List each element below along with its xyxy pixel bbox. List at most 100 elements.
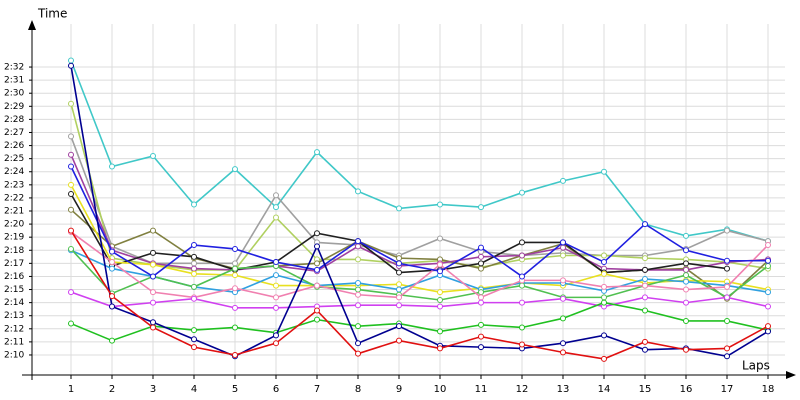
point — [396, 260, 402, 267]
point — [642, 276, 648, 283]
point — [191, 336, 197, 343]
point — [191, 295, 197, 302]
point — [478, 299, 484, 306]
point — [437, 328, 443, 335]
point — [601, 270, 607, 277]
point — [724, 257, 730, 264]
point — [396, 323, 402, 330]
point — [519, 324, 525, 331]
x-tick-label: 6 — [273, 384, 279, 395]
x-tick-label: 14 — [598, 384, 611, 395]
point — [191, 265, 197, 272]
y-tick-label: 2:10 — [4, 350, 24, 360]
y-tick-label: 2:12 — [4, 324, 24, 334]
point — [396, 294, 402, 301]
x-tick-label: 2 — [109, 384, 115, 395]
point — [601, 283, 607, 290]
point — [478, 289, 484, 296]
point — [273, 340, 279, 347]
point — [601, 355, 607, 362]
point — [560, 177, 566, 184]
point — [68, 151, 74, 158]
point — [396, 337, 402, 344]
y-tick-label: 2:30 — [4, 89, 24, 99]
point — [273, 272, 279, 279]
series-line — [70, 136, 769, 265]
point — [642, 221, 648, 228]
point — [396, 286, 402, 293]
point — [437, 345, 443, 352]
point — [601, 252, 607, 259]
point — [437, 261, 443, 268]
point — [273, 332, 279, 339]
point — [68, 100, 74, 107]
point — [642, 282, 648, 289]
point — [68, 62, 74, 69]
point — [642, 255, 648, 262]
point — [273, 192, 279, 199]
point — [273, 294, 279, 301]
point — [68, 206, 74, 213]
y-tick-label: 2:13 — [4, 311, 24, 321]
point — [355, 243, 361, 250]
point — [519, 252, 525, 259]
point — [314, 316, 320, 323]
point — [191, 327, 197, 334]
series-line — [70, 184, 769, 293]
y-tick-label: 2:22 — [4, 193, 24, 203]
point — [191, 283, 197, 290]
series-line — [70, 230, 769, 360]
x-axis-arrow — [786, 371, 796, 379]
series-line — [70, 291, 769, 309]
point — [765, 257, 771, 264]
point — [478, 294, 484, 301]
x-tick-label: 9 — [396, 384, 402, 395]
point — [560, 239, 566, 246]
series-line — [70, 301, 769, 342]
y-tick-label: 2:24 — [4, 167, 24, 177]
point — [396, 281, 402, 288]
point — [437, 235, 443, 242]
point — [396, 255, 402, 262]
point — [765, 262, 771, 269]
point — [560, 295, 566, 302]
point — [355, 256, 361, 263]
y-tick-label: 2:11 — [4, 337, 24, 347]
point — [68, 181, 74, 188]
point — [560, 252, 566, 259]
point — [68, 320, 74, 327]
point — [519, 299, 525, 306]
point — [232, 166, 238, 173]
point — [437, 303, 443, 310]
y-tick-label: 2:17 — [4, 259, 24, 269]
x-tick-label: 7 — [314, 384, 320, 395]
x-tick-label: 10 — [434, 384, 447, 395]
point — [396, 205, 402, 212]
y-tick-label: 2:15 — [4, 285, 24, 295]
x-tick-label: 13 — [557, 384, 570, 395]
y-tick-label: 2:27 — [4, 128, 24, 138]
point — [150, 153, 156, 160]
point — [150, 273, 156, 280]
x-tick-label: 8 — [355, 384, 361, 395]
point — [355, 350, 361, 357]
point — [478, 265, 484, 272]
point — [642, 307, 648, 314]
y-tick-label: 2:14 — [4, 298, 24, 308]
point — [355, 340, 361, 347]
point — [150, 227, 156, 234]
point — [314, 260, 320, 267]
series-line — [70, 65, 769, 358]
point — [273, 214, 279, 221]
point — [683, 278, 689, 285]
point — [765, 303, 771, 310]
point — [150, 299, 156, 306]
point — [437, 297, 443, 304]
point — [232, 285, 238, 292]
point — [724, 317, 730, 324]
point — [560, 315, 566, 322]
point — [150, 249, 156, 256]
point — [355, 279, 361, 286]
point — [109, 265, 115, 272]
point — [437, 289, 443, 296]
